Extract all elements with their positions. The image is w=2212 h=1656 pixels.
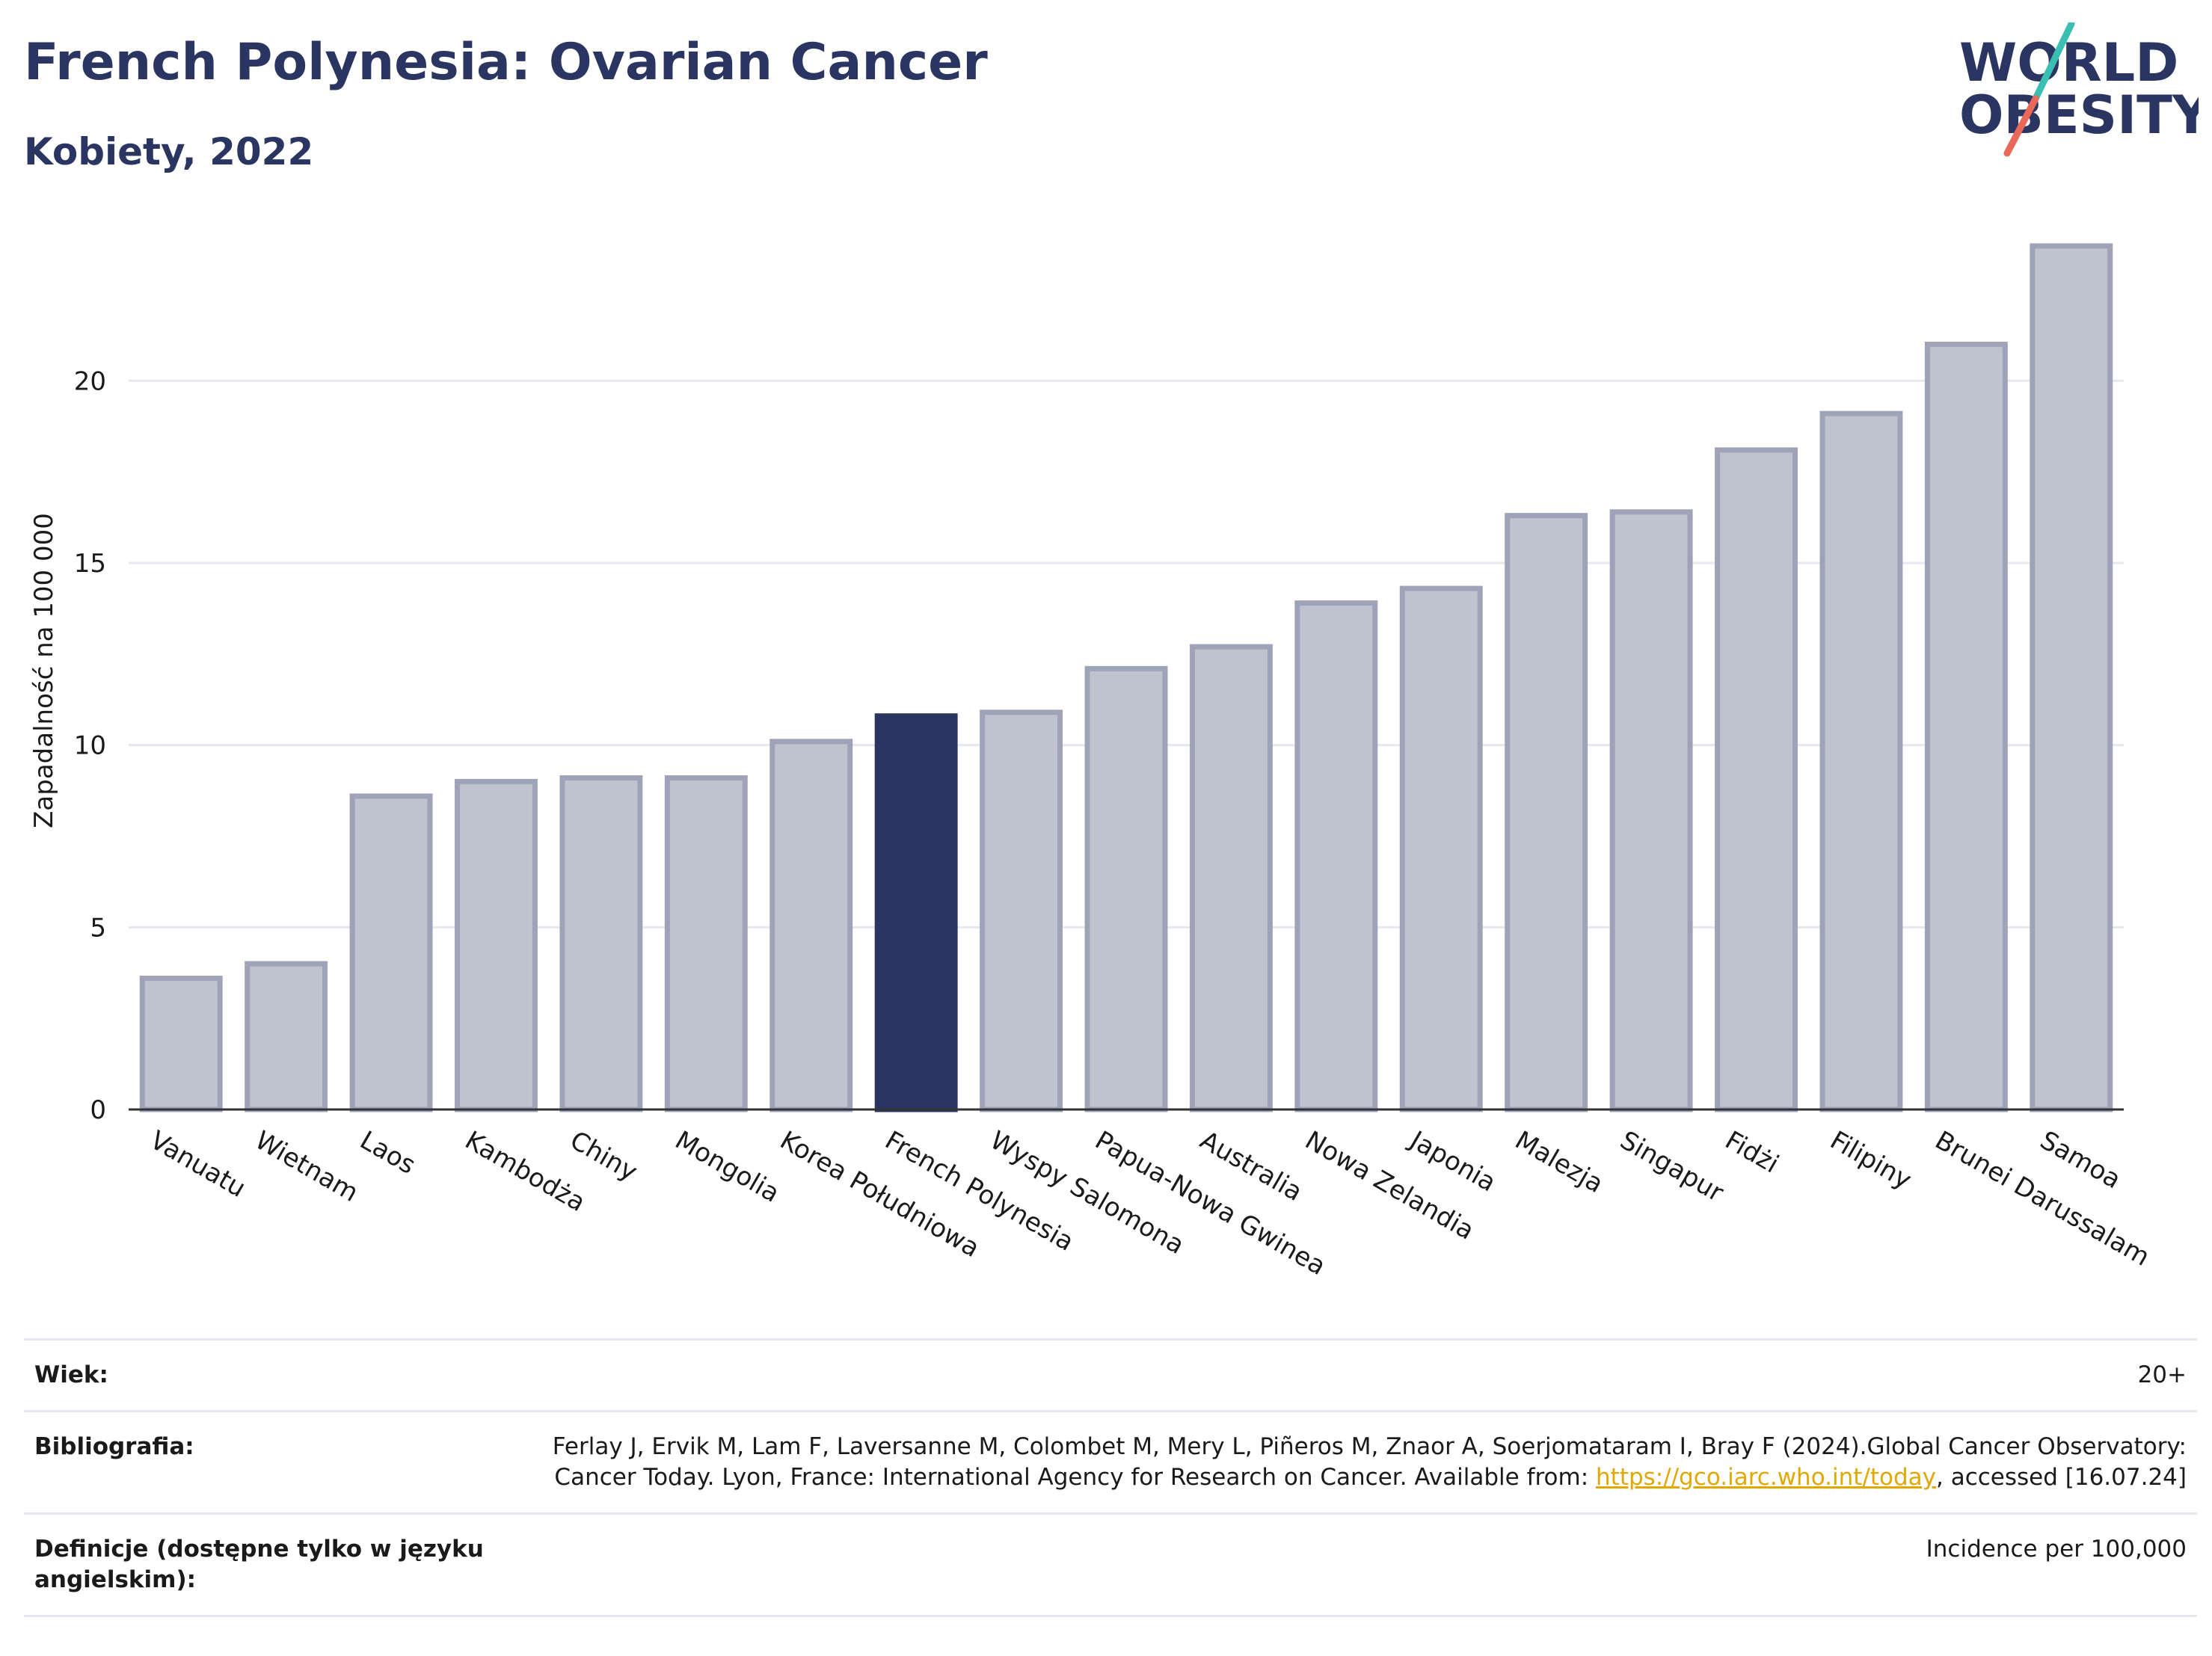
bar-korea-po-udniowa [769, 739, 853, 1112]
bibliography-value: Ferlay J, Ervik M, Lam F, Laversanne M, … [498, 1432, 2187, 1493]
footer-table: Wiek: 20+ Bibliografia: Ferlay J, Ervik … [24, 1338, 2197, 1617]
definitions-value: Incidence per 100,000 [1926, 1536, 2187, 1563]
world-obesity-logo: WORLD OBESITY [1959, 22, 2199, 157]
bar-japonia [1399, 585, 1483, 1112]
x-tick-label: Korea Południowa [775, 1125, 984, 1263]
bar-chiny [559, 775, 643, 1112]
bar-brunei-darussalam [1924, 342, 2008, 1112]
bar-singapur [1609, 509, 1693, 1112]
bar-filipiny [1819, 410, 1903, 1112]
x-tick-label: Singapur [1615, 1125, 1729, 1208]
bar-chart: 0 5 10 15 20 Zapadalność na 100 000 VanuatuWie… [29, 243, 2154, 1281]
y-tick-label: 10 [74, 731, 106, 761]
x-tick-label: Chiny [565, 1125, 642, 1187]
bar-wyspy-salomona [980, 710, 1063, 1112]
logo-line1: WORLD [1959, 32, 2178, 93]
bar-wietnam [245, 961, 328, 1112]
bar-french-polynesia [874, 713, 958, 1112]
bar-vanuatu [139, 976, 223, 1112]
x-tick-label: Fidżi [1720, 1125, 1784, 1179]
y-axis-label: Zapadalność na 100 000 [29, 513, 59, 828]
y-tick-label: 5 [90, 913, 106, 943]
chart-subtitle: Kobiety, 2022 [24, 130, 314, 173]
bar-laos [349, 793, 433, 1112]
x-tick-label: Mongolia [670, 1125, 784, 1209]
bibliography-accessed: , accessed [16.07.24] [1935, 1464, 2187, 1491]
y-tick-label: 15 [74, 549, 106, 579]
x-tick-label: Kambodża [460, 1125, 590, 1218]
bar-australia [1189, 644, 1273, 1112]
bibliography-text: Ferlay J, Ervik M, Lam F, Laversanne M, … [552, 1433, 2187, 1491]
x-tick-label: Wyspy Salomona [985, 1125, 1189, 1261]
x-tick-label: Filipiny [1825, 1125, 1916, 1195]
chart-title: French Polynesia: Ovarian Cancer [24, 33, 988, 92]
footer-row-age: Wiek: 20+ [24, 1338, 2197, 1410]
footer-row-definitions: Definicje (dostępne tylko w języku angie… [24, 1512, 2197, 1617]
bar-fid-i [1715, 447, 1798, 1112]
bar-papua-nowa-gwinea [1084, 665, 1168, 1112]
footer-row-bibliography: Bibliografia: Ferlay J, Ervik M, Lam F, … [24, 1410, 2197, 1512]
bar-samoa [2030, 243, 2113, 1112]
bar-kambod-a [455, 778, 538, 1112]
definitions-label: Definicje (dostępne tylko w języku angie… [34, 1536, 484, 1593]
bar-nowa-zelandia [1294, 600, 1378, 1112]
age-label: Wiek: [34, 1361, 108, 1388]
y-tick-label: 20 [74, 366, 106, 396]
logo-line2: OBESITY [1959, 84, 2199, 146]
x-tick-label: Malezja [1510, 1125, 1608, 1199]
bar-mongolia [664, 775, 748, 1112]
bibliography-link[interactable]: https://gco.iarc.who.int/today [1596, 1464, 1936, 1491]
y-tick-label: 0 [90, 1095, 106, 1125]
bar-malezja [1505, 513, 1588, 1112]
x-tick-label: Vanuatu [145, 1125, 251, 1204]
x-tick-label: Wietnam [250, 1125, 363, 1208]
x-tick-label: Laos [355, 1125, 421, 1181]
bibliography-label: Bibliografia: [34, 1433, 194, 1460]
age-value: 20+ [2137, 1361, 2187, 1388]
